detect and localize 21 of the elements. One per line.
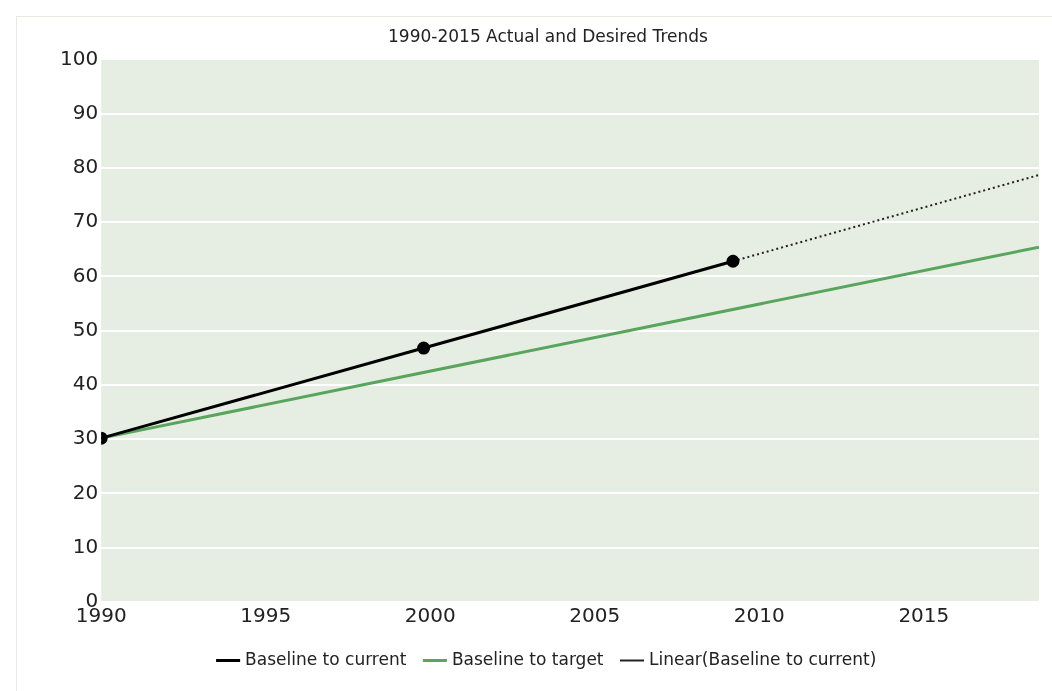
x-tick-label: 1995	[240, 603, 292, 628]
y-tick-label: 20	[72, 479, 99, 504]
y-tick-label: 70	[72, 208, 99, 233]
y-tick-label: 90	[72, 99, 99, 124]
y-tick-label: 80	[72, 154, 99, 179]
y-tick-label: 50	[72, 316, 99, 341]
y-tick-label: 10	[72, 533, 99, 558]
point	[417, 341, 431, 355]
legend-label: Baseline to target	[451, 648, 604, 669]
y-tick-label: 60	[72, 262, 99, 287]
y-tick-label: 100	[59, 45, 99, 70]
x-tick-label: 2015	[898, 603, 950, 628]
x-tick-label: 2010	[733, 603, 785, 628]
x-tick-label: 2005	[569, 603, 621, 628]
y-tick-label: 30	[72, 425, 99, 450]
chart-title: 1990-2015 Actual and Desired Trends	[388, 25, 709, 46]
x-tick-label: 2000	[404, 603, 456, 628]
legend-label: Baseline to current	[245, 648, 407, 669]
point	[726, 254, 740, 268]
legend-label: Linear(Baseline to current)	[649, 648, 877, 669]
y-tick-label: 40	[72, 371, 99, 396]
